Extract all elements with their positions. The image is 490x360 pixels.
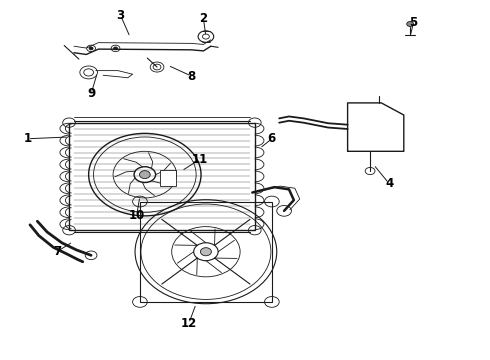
Text: 9: 9 [87,87,95,100]
Text: 10: 10 [128,210,145,222]
Bar [140,202,272,302]
Text: 2: 2 [199,12,208,25]
Circle shape [200,248,211,256]
Text: 7: 7 [53,245,61,258]
Text: 12: 12 [181,317,197,330]
Text: 11: 11 [192,153,208,166]
Bar [69,123,255,230]
Circle shape [89,47,93,50]
Text: 6: 6 [268,132,276,145]
Polygon shape [347,103,404,151]
Text: 5: 5 [410,16,417,29]
Bar [160,170,176,186]
Text: 3: 3 [116,9,124,22]
Circle shape [140,171,150,179]
Text: 4: 4 [385,177,393,190]
Text: 1: 1 [24,132,32,145]
Circle shape [114,47,118,50]
Circle shape [407,22,414,27]
Text: 8: 8 [187,69,196,82]
